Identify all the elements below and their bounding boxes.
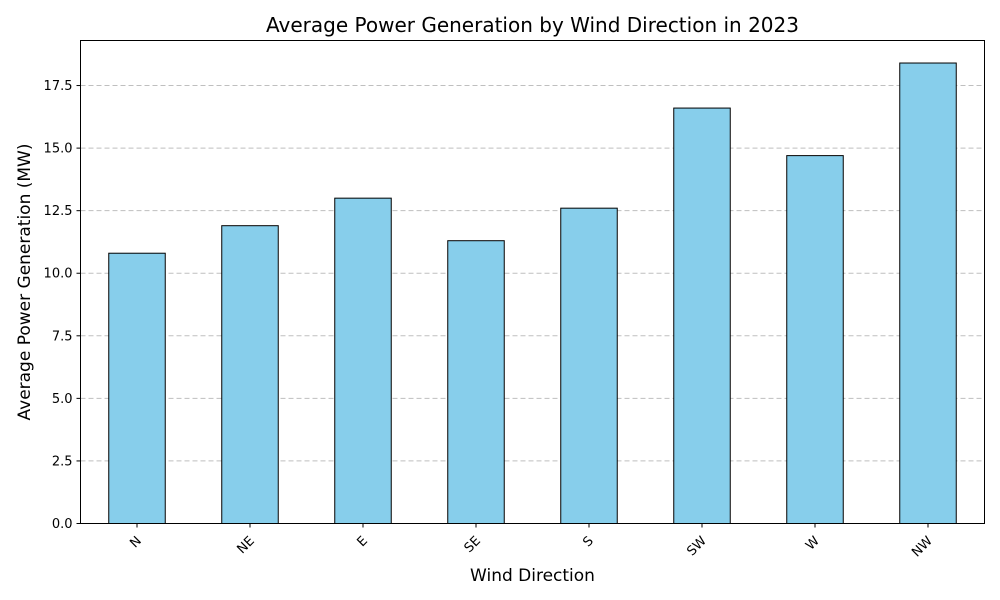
bar-e (334, 197, 392, 524)
y-tick-label: 15.0 (44, 142, 73, 157)
x-tick-label: SW (684, 534, 710, 560)
bar-se (447, 240, 505, 525)
x-tick-label: NW (909, 534, 936, 561)
x-tick-label: W (803, 534, 823, 554)
x-tick-label: SE (462, 534, 484, 556)
y-axis-ticks: 0.0 2.5 5.0 7.5 10.0 12.5 15.0 17.5 (44, 79, 81, 532)
chart-title: Average Power Generation by Wind Directi… (266, 13, 799, 37)
y-tick-label: 2.5 (52, 454, 73, 469)
bar-n (108, 252, 166, 524)
y-tick-label: 0.0 (52, 517, 73, 532)
y-tick-label: 10.0 (44, 267, 73, 282)
y-axis-label: Average Power Generation (MW) (15, 144, 35, 421)
x-axis-label: Wind Direction (470, 566, 595, 586)
bar-ne (221, 225, 279, 524)
y-tick-label: 7.5 (52, 329, 73, 344)
bar-sw (673, 107, 731, 524)
grid-lines (80, 85, 985, 462)
bar-s (560, 207, 618, 524)
bar-w (786, 155, 844, 524)
x-tick-label: S (580, 534, 596, 550)
y-tick-label: 17.5 (44, 79, 73, 94)
x-axis-ticks: N NE E SE S SW W NW (127, 523, 936, 561)
y-tick-label: 5.0 (52, 392, 73, 407)
x-tick-label: E (354, 534, 370, 550)
y-tick-label: 12.5 (44, 204, 73, 219)
plot-frame (80, 40, 985, 524)
x-tick-label: N (127, 534, 144, 551)
x-tick-label: NE (235, 534, 258, 557)
bars (108, 62, 957, 525)
bar-nw (899, 62, 957, 524)
